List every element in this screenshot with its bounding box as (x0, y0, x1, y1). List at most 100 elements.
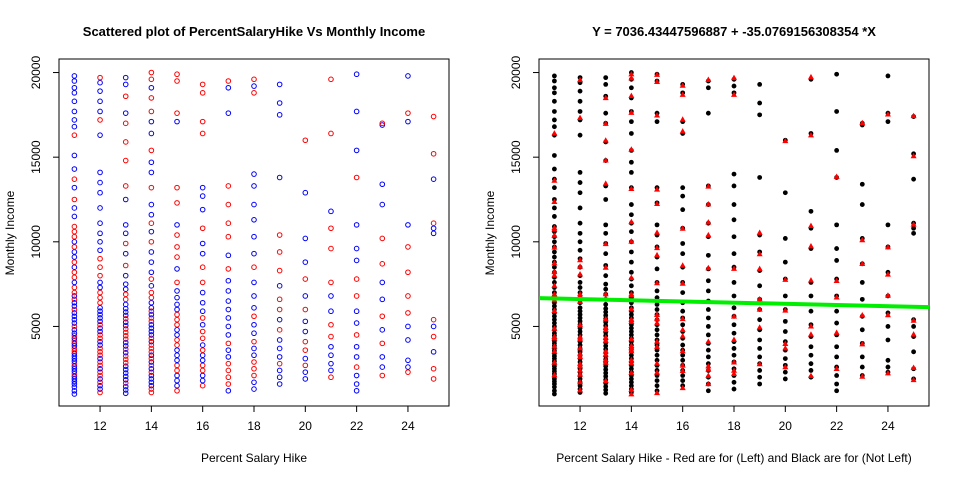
scatter-point (174, 279, 180, 286)
scatter-point (174, 357, 180, 364)
scatter-point (353, 245, 360, 252)
scatter-point-left (602, 351, 609, 357)
scatter-point (199, 377, 206, 384)
scatter-point-left (859, 236, 866, 243)
scatter-point-left (602, 264, 609, 270)
scatter-point-not-left (577, 285, 583, 290)
scatter-point-left (705, 264, 712, 271)
scatter-point (199, 264, 206, 271)
scatter-point (379, 364, 386, 370)
scatter-point-left (577, 298, 584, 304)
scatter-point-not-left (654, 266, 660, 272)
scatter-point-left (705, 372, 712, 378)
scatter-point-left (654, 186, 661, 192)
scatter-point-not-left (680, 308, 686, 314)
scatter-point (122, 363, 129, 370)
scatter-point-not-left (680, 193, 686, 199)
scatter-point-left (884, 271, 891, 277)
scatter-point-not-left (757, 112, 763, 118)
scatter-point (276, 81, 283, 88)
scatter-point-not-left (551, 153, 557, 158)
scatter-point-left (679, 326, 686, 333)
scatter-point (225, 340, 232, 347)
scatter-point (122, 383, 129, 390)
x-tick-label: 16 (676, 419, 690, 433)
scatter-point (122, 183, 129, 189)
scatter-point-not-left (680, 342, 686, 348)
scatter-point-left (602, 290, 609, 297)
scatter-point (122, 272, 129, 279)
scatter-point-not-left (834, 109, 840, 114)
scatter-point (199, 352, 206, 359)
scatter-point-left (628, 390, 635, 397)
scatter-point-left (577, 114, 584, 121)
x-tick-label: 18 (247, 419, 261, 433)
scatter-point (122, 316, 129, 322)
scatter-point (97, 355, 103, 362)
scatter-point-left (731, 370, 737, 376)
scatter-point-left (731, 336, 737, 342)
scatter-point (122, 339, 129, 346)
scatter-point (71, 184, 78, 191)
scatter-point (276, 354, 283, 360)
scatter-point-not-left (705, 278, 711, 284)
scatter-point (174, 387, 180, 394)
scatter-point (148, 382, 155, 389)
scatter-point (71, 84, 78, 91)
scatter-point-not-left (628, 383, 634, 389)
scatter-point-not-left (603, 363, 609, 369)
scatter-point-left (602, 180, 609, 186)
scatter-point (430, 376, 437, 382)
scatter-point (276, 306, 283, 313)
scatter-point-left (602, 377, 609, 383)
scatter-point (199, 279, 206, 286)
scatter-point-not-left (654, 352, 660, 358)
scatter-point-not-left (911, 225, 917, 231)
scatter-point (97, 230, 103, 237)
scatter-point (199, 367, 206, 374)
scatter-point-not-left (859, 280, 865, 285)
scatter-point (328, 208, 334, 215)
scatter-point (97, 220, 103, 226)
scatter-point-left (654, 71, 661, 77)
scatter-point (97, 279, 103, 286)
left-panel: Scattered plot of PercentSalaryHike Vs M… (3, 24, 450, 465)
x-tick-label: 20 (299, 419, 313, 433)
scatter-point-not-left (731, 330, 737, 336)
scatter-point-not-left (705, 85, 711, 91)
scatter-point (353, 222, 360, 228)
scatter-point (97, 389, 103, 396)
scatter-point-not-left (577, 88, 583, 94)
scatter-point-not-left (603, 286, 609, 292)
scatter-point-left (756, 360, 763, 367)
scatter-point (174, 306, 180, 313)
scatter-point (71, 313, 78, 320)
scatter-point-left (859, 119, 866, 126)
scatter-point (225, 110, 232, 116)
scatter-point-not-left (577, 205, 583, 211)
scatter-point-not-left (577, 305, 583, 311)
scatter-point-left (679, 280, 686, 286)
scatter-point (148, 211, 155, 218)
scatter-point-not-left (834, 381, 840, 387)
scatter-point (97, 321, 103, 328)
left-y-axis-label: Monthly Income (3, 190, 17, 275)
scatter-point-not-left (603, 384, 609, 389)
scatter-point (225, 332, 232, 338)
scatter-point (97, 79, 103, 86)
scatter-point (225, 201, 232, 208)
scatter-point (97, 386, 103, 392)
scatter-point-not-left (757, 283, 763, 289)
scatter-point-not-left (757, 346, 763, 351)
scatter-point (71, 323, 78, 330)
scatter-point-left (782, 340, 789, 346)
scatter-point (71, 123, 78, 130)
scatter-point (379, 372, 386, 379)
scatter-point-not-left (680, 357, 686, 363)
scatter-point (174, 327, 180, 333)
scatter-point-not-left (577, 247, 583, 253)
scatter-point (71, 264, 78, 271)
scatter-point (174, 294, 180, 301)
scatter-point (405, 110, 411, 116)
